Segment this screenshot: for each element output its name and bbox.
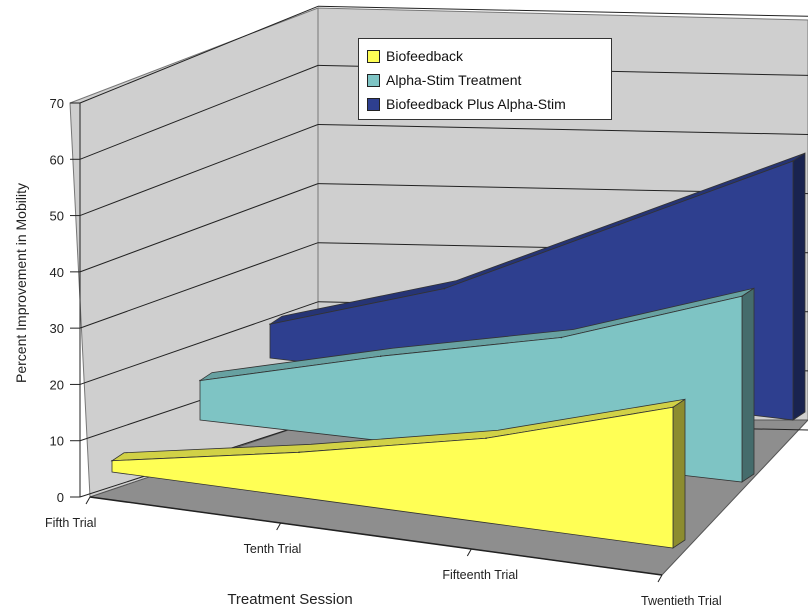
x-tick-mark xyxy=(276,522,282,531)
y-tick-label: 30 xyxy=(50,321,64,336)
data-point xyxy=(379,355,382,358)
side-gridline xyxy=(79,5,319,104)
side-gridline xyxy=(79,301,319,385)
legend-item-biofeedback: Biofeedback xyxy=(367,44,603,68)
y-axis: 0 10 20 30 40 50 60 70 xyxy=(50,96,81,505)
x-tick-label: Tenth Trial xyxy=(244,542,302,556)
x-tick-mark xyxy=(657,574,663,583)
x-tick-mark xyxy=(466,548,472,557)
y-tick-label: 40 xyxy=(50,265,64,280)
x-axis: Fifth Trial Tenth Trial Fifteenth Trial Twe… xyxy=(45,496,722,608)
series-layer xyxy=(110,152,806,549)
data-point xyxy=(741,295,743,298)
data-point xyxy=(560,336,563,339)
series-end-cap xyxy=(672,398,686,549)
x-tick-mark xyxy=(85,496,91,505)
chart-legend: Biofeedback Alpha-Stim Treatment Biofeed… xyxy=(358,38,612,120)
y-axis-label: Percent Improvement in Mobility xyxy=(13,183,29,383)
x-tick-label: Fifteenth Trial xyxy=(442,568,518,582)
legend-swatch xyxy=(367,73,380,87)
data-point xyxy=(672,406,674,409)
data-point xyxy=(485,437,487,440)
x-tick-label: Twentieth Trial xyxy=(641,594,722,608)
legend-label: Biofeedback xyxy=(386,48,464,64)
legend-swatch xyxy=(367,49,380,63)
series-area xyxy=(111,406,674,549)
legend-label: Alpha-Stim Treatment xyxy=(386,72,522,88)
y-tick-label: 70 xyxy=(50,96,64,111)
y-tick-label: 60 xyxy=(50,152,64,167)
data-point xyxy=(269,323,271,326)
data-point xyxy=(792,160,794,162)
legend-swatch xyxy=(367,97,380,111)
data-point xyxy=(443,287,446,290)
side-gridline xyxy=(79,64,319,160)
back-gridline xyxy=(317,5,808,17)
side-gridline xyxy=(79,183,319,273)
series-end-cap xyxy=(792,152,806,421)
series-end-cap xyxy=(741,287,755,483)
y-tick-label: 50 xyxy=(50,209,64,224)
y-tick-label: 20 xyxy=(50,377,64,392)
data-point xyxy=(111,459,113,462)
legend-item-alpha-stim: Alpha-Stim Treatment xyxy=(367,68,603,92)
data-point xyxy=(617,224,620,226)
back-gridline xyxy=(317,124,808,135)
x-axis-label: Treatment Session xyxy=(227,591,352,608)
side-gridline xyxy=(79,124,319,217)
legend-label: Biofeedback Plus Alpha-Stim xyxy=(386,96,566,112)
x-tick-label: Fifth Trial xyxy=(45,516,96,530)
data-point xyxy=(199,379,201,382)
legend-item-biofeedback-plus-alpha-stim: Biofeedback Plus Alpha-Stim xyxy=(367,92,603,116)
y-tick-label: 10 xyxy=(50,434,64,449)
data-point xyxy=(298,451,300,454)
side-gridline xyxy=(79,242,319,329)
x-axis-line xyxy=(89,496,663,576)
y-tick-label: 0 xyxy=(57,490,64,505)
series-0 xyxy=(110,398,686,549)
